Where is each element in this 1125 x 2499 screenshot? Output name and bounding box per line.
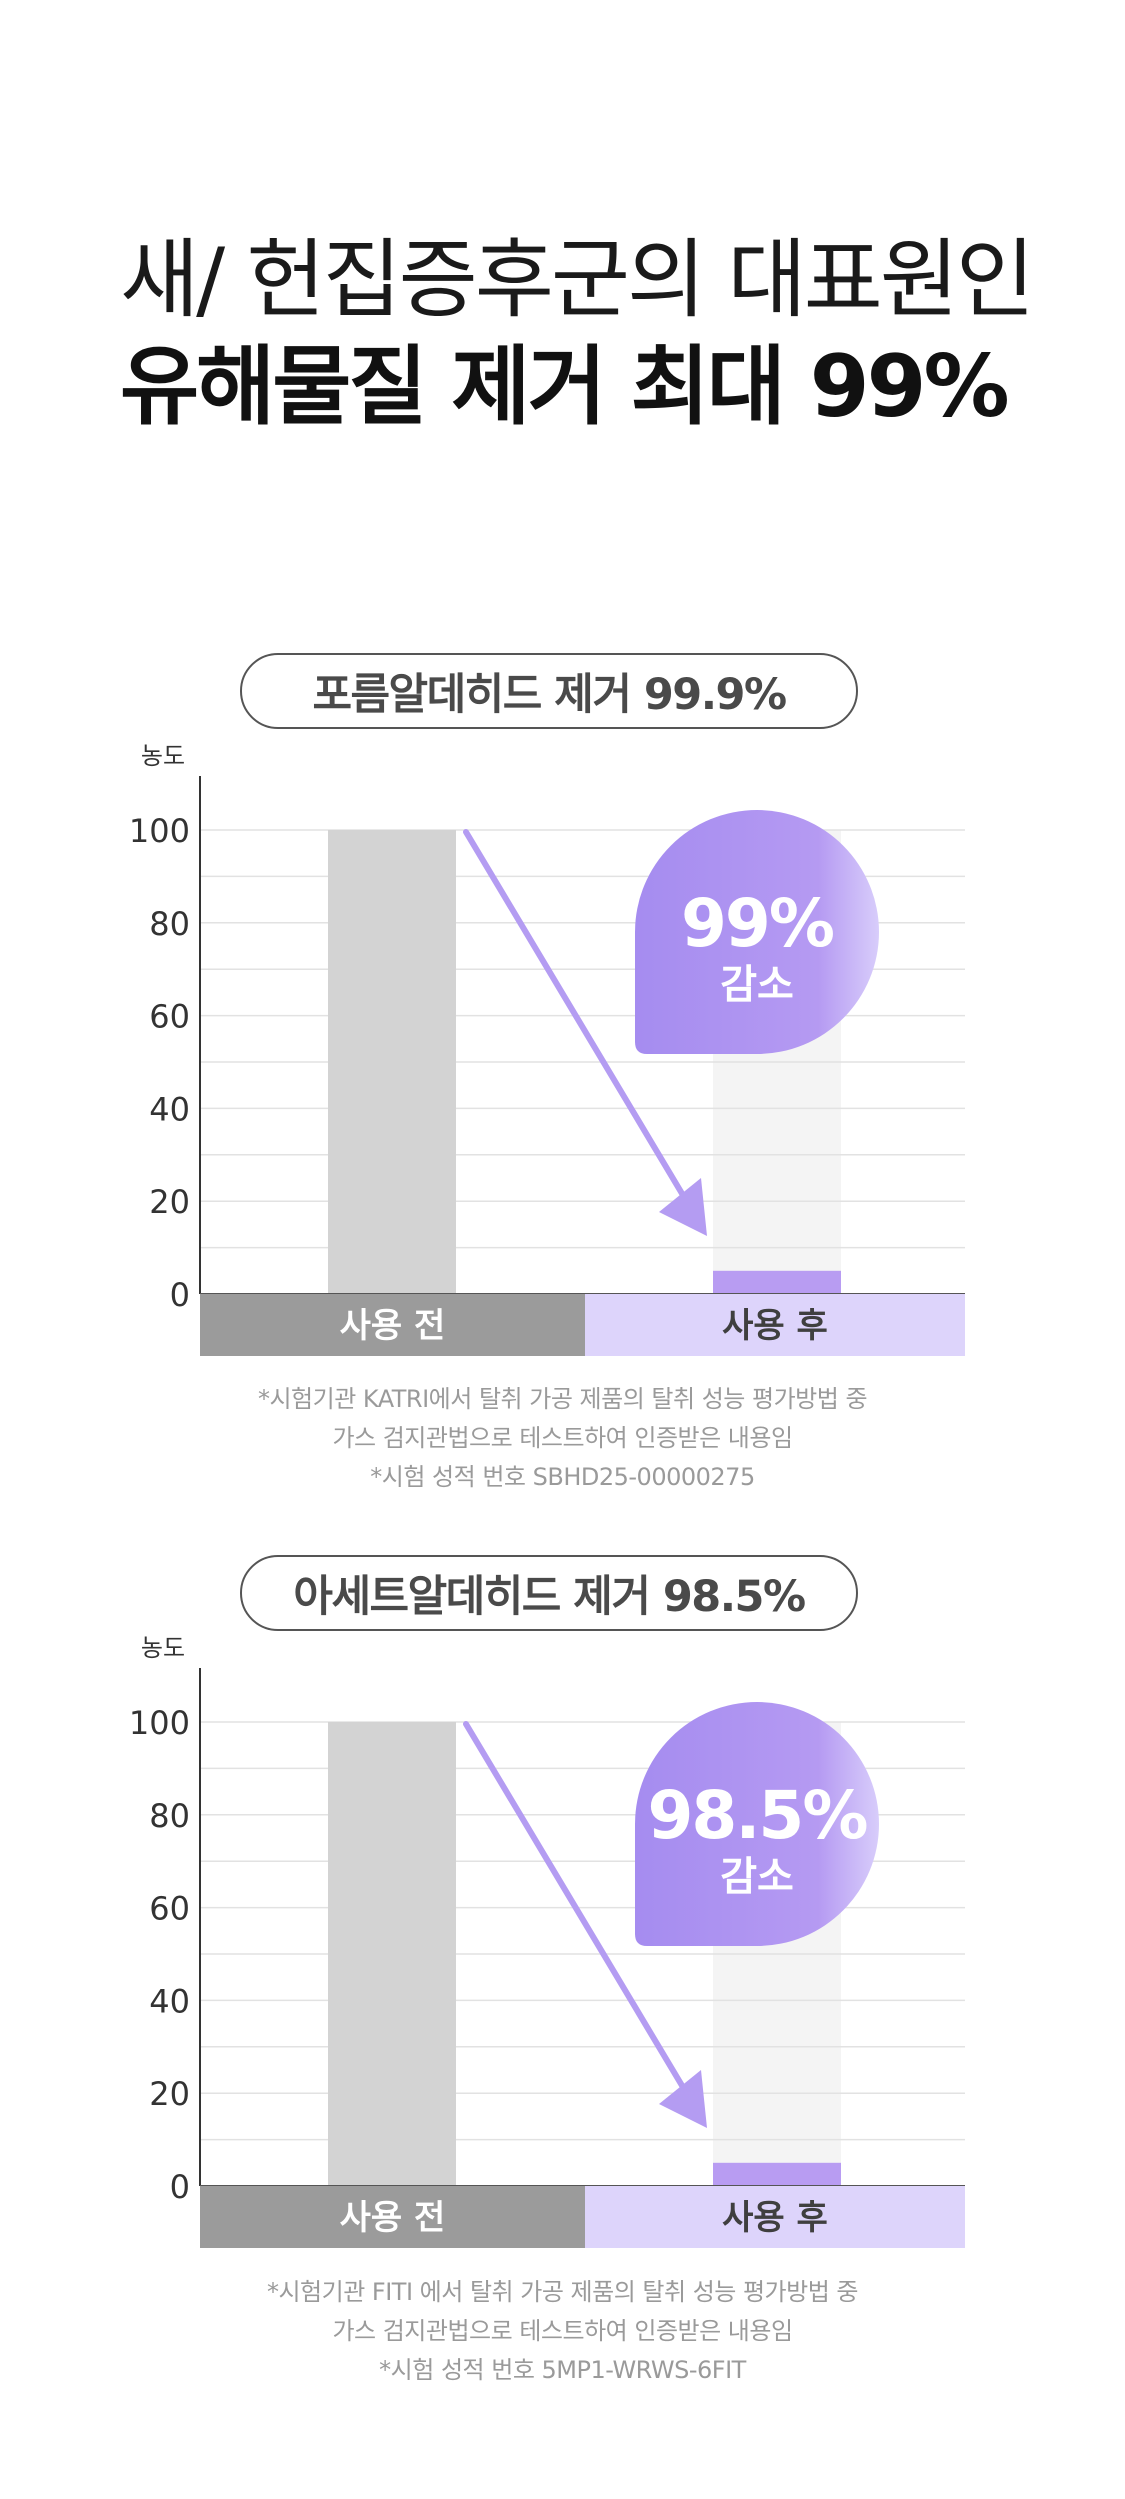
chart-title-pill: 포름알데히드 제거 99.9% <box>240 653 858 729</box>
y-tick-label: 100 <box>129 1704 190 1742</box>
x-tick-label: 사용 후 <box>722 1306 828 1346</box>
y-tick-label: 20 <box>149 2075 190 2113</box>
note-line-1: *시험기관 FITI 에서 탈취 가공 제품의 탈취 성능 평가방법 중 <box>266 2278 859 2306</box>
bar-before <box>328 1722 456 2186</box>
y-tick-label: 20 <box>149 1183 190 1221</box>
note-line-3: *시험 성적 번호 SBHD25-00000275 <box>370 1463 755 1491</box>
callout-bubble <box>635 1702 879 1946</box>
arrow-head <box>659 1178 707 1236</box>
callout-value: 98.5% <box>648 1777 868 1854</box>
y-tick-label: 0 <box>170 2168 190 2206</box>
callout-bubble <box>635 810 879 1054</box>
chart-title-pill: 아세트알데히드 제거 98.5% <box>240 1555 858 1631</box>
chart-notes: *시험기관 FITI 에서 탈취 가공 제품의 탈취 성능 평가방법 중 가스 … <box>0 2273 1125 2390</box>
headline-line-2: 유해물질 제거 최대 99% <box>120 337 1010 437</box>
bar-before <box>328 830 456 1294</box>
callout-label: 감소 <box>720 962 794 1008</box>
y-tick-label: 0 <box>170 1276 190 1314</box>
y-tick-label: 80 <box>149 1797 190 1835</box>
decrease-arrow <box>463 1721 696 2107</box>
y-axis-label: 농도 <box>141 742 185 770</box>
x-tick-label: 사용 후 <box>722 2198 828 2238</box>
y-tick-label: 40 <box>149 1982 190 2020</box>
bar-after <box>713 2162 841 2186</box>
y-tick-label: 60 <box>149 998 190 1036</box>
arrow-head <box>659 2070 707 2128</box>
y-tick-label: 100 <box>129 812 190 850</box>
category-band-before <box>200 1294 585 1356</box>
acetaldehyde-chart: 농도 100 80 60 40 20 0 사용 전 사용 후 98.5%감소 <box>129 1634 965 2248</box>
x-tick-label: 사용 전 <box>340 1306 446 1346</box>
decrease-arrow <box>463 829 696 1215</box>
note-line-2: 가스 검지관법으로 테스트하여 인증받은 내용임 <box>332 1424 793 1452</box>
note-line-3: *시험 성적 번호 5MP1-WRWS-6FIT <box>379 2356 746 2384</box>
note-line-2: 가스 검지관법으로 테스트하여 인증받은 내용임 <box>332 2317 793 2345</box>
y-tick-label: 60 <box>149 1890 190 1928</box>
callout-value: 99% <box>681 885 834 962</box>
category-band-before <box>200 2186 585 2248</box>
formaldehyde-chart: 농도 100 80 60 40 20 0 사용 전 사용 후 99%감소 <box>129 742 965 1356</box>
bar-after <box>713 1270 841 1294</box>
chart-notes: *시험기관 KATRI에서 탈취 가공 제품의 탈취 성능 평가방법 중 가스 … <box>0 1380 1125 1497</box>
category-band-after <box>585 1294 965 1356</box>
y-tick-label: 80 <box>149 905 190 943</box>
x-tick-label: 사용 전 <box>340 2198 446 2238</box>
headline-line-1: 새/ 헌집증후군의 대표원인 <box>120 230 1035 330</box>
callout-label: 감소 <box>720 1854 794 1900</box>
headline: 새/ 헌집증후군의 대표원인 유해물질 제거 최대 99% <box>120 228 1035 442</box>
category-band-after <box>585 2186 965 2248</box>
y-tick-label: 40 <box>149 1090 190 1128</box>
note-line-1: *시험기관 KATRI에서 탈취 가공 제품의 탈취 성능 평가방법 중 <box>257 1385 868 1413</box>
y-axis-label: 농도 <box>141 1634 185 1662</box>
